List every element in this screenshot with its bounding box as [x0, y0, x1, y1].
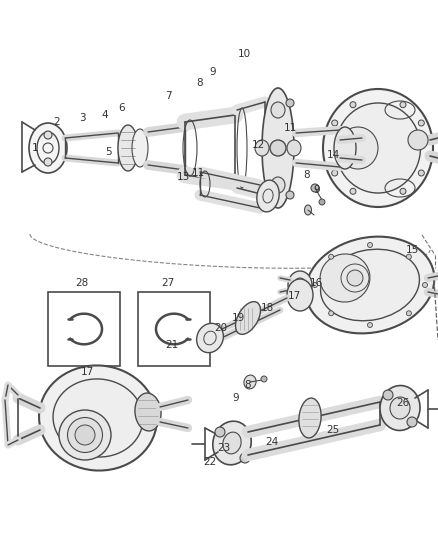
- Text: 26: 26: [396, 398, 410, 408]
- Text: 19: 19: [231, 313, 245, 323]
- Ellipse shape: [350, 102, 356, 108]
- Text: 4: 4: [102, 110, 108, 120]
- Bar: [48, 292, 120, 366]
- Ellipse shape: [29, 123, 67, 173]
- Text: 16: 16: [309, 278, 323, 288]
- Ellipse shape: [306, 237, 434, 333]
- Ellipse shape: [332, 170, 338, 176]
- Text: 11: 11: [283, 123, 297, 133]
- Text: 1: 1: [32, 143, 38, 153]
- Ellipse shape: [118, 125, 138, 171]
- Ellipse shape: [380, 385, 420, 431]
- Text: 9: 9: [233, 393, 239, 403]
- Ellipse shape: [286, 99, 294, 107]
- Ellipse shape: [236, 302, 261, 334]
- Text: 21: 21: [166, 340, 179, 350]
- Text: 17: 17: [81, 367, 94, 377]
- Text: 18: 18: [260, 303, 274, 313]
- Ellipse shape: [44, 131, 52, 139]
- Ellipse shape: [320, 254, 370, 302]
- Ellipse shape: [332, 120, 338, 126]
- Ellipse shape: [75, 425, 95, 445]
- Ellipse shape: [240, 453, 250, 463]
- Ellipse shape: [312, 282, 318, 287]
- Ellipse shape: [244, 375, 256, 389]
- Ellipse shape: [406, 254, 411, 259]
- Text: 24: 24: [265, 437, 279, 447]
- Ellipse shape: [39, 366, 157, 471]
- Text: 20: 20: [215, 323, 228, 333]
- Text: 10: 10: [237, 49, 251, 59]
- Ellipse shape: [53, 379, 143, 457]
- Ellipse shape: [44, 158, 52, 166]
- Text: 9: 9: [314, 185, 320, 195]
- Ellipse shape: [367, 243, 372, 247]
- Ellipse shape: [299, 398, 321, 438]
- Ellipse shape: [213, 421, 251, 465]
- Ellipse shape: [270, 140, 286, 156]
- Ellipse shape: [287, 140, 301, 156]
- Ellipse shape: [261, 376, 267, 382]
- Text: 22: 22: [203, 457, 217, 467]
- Ellipse shape: [271, 177, 285, 193]
- Ellipse shape: [423, 282, 427, 287]
- Ellipse shape: [336, 103, 420, 193]
- Ellipse shape: [215, 427, 225, 437]
- Text: 5: 5: [105, 147, 111, 157]
- Text: 28: 28: [75, 278, 88, 288]
- Text: 23: 23: [217, 443, 231, 453]
- Ellipse shape: [418, 120, 424, 126]
- Ellipse shape: [347, 270, 363, 286]
- Ellipse shape: [390, 397, 410, 419]
- Ellipse shape: [328, 254, 334, 259]
- Ellipse shape: [400, 102, 406, 108]
- Ellipse shape: [304, 205, 311, 215]
- Text: 12: 12: [251, 140, 265, 150]
- Ellipse shape: [418, 170, 424, 176]
- Text: 11: 11: [191, 168, 205, 178]
- Text: 8: 8: [304, 170, 310, 180]
- Ellipse shape: [287, 279, 313, 311]
- Text: 6: 6: [119, 103, 125, 113]
- Ellipse shape: [262, 88, 294, 208]
- Ellipse shape: [323, 89, 433, 207]
- Text: 7: 7: [165, 91, 171, 101]
- Ellipse shape: [321, 249, 420, 321]
- Ellipse shape: [59, 410, 111, 460]
- Ellipse shape: [67, 417, 102, 453]
- Ellipse shape: [408, 130, 428, 150]
- Ellipse shape: [135, 393, 161, 431]
- Ellipse shape: [400, 188, 406, 195]
- Ellipse shape: [367, 322, 372, 327]
- Ellipse shape: [334, 127, 356, 169]
- Ellipse shape: [319, 199, 325, 205]
- Text: 15: 15: [406, 245, 419, 255]
- Text: 9: 9: [210, 67, 216, 77]
- Text: 8: 8: [197, 78, 203, 88]
- Ellipse shape: [383, 390, 393, 400]
- Text: 13: 13: [177, 172, 190, 182]
- Text: 27: 27: [161, 278, 175, 288]
- Ellipse shape: [255, 140, 269, 156]
- Ellipse shape: [350, 188, 356, 195]
- Ellipse shape: [407, 417, 417, 427]
- Ellipse shape: [271, 102, 285, 118]
- Ellipse shape: [197, 324, 223, 353]
- Text: 14: 14: [326, 150, 339, 160]
- Ellipse shape: [132, 129, 148, 167]
- Ellipse shape: [338, 127, 378, 169]
- Ellipse shape: [286, 191, 294, 199]
- Ellipse shape: [288, 271, 312, 299]
- Ellipse shape: [223, 432, 241, 454]
- Ellipse shape: [406, 311, 411, 316]
- Text: 8: 8: [245, 380, 251, 390]
- Bar: [138, 292, 210, 366]
- Ellipse shape: [328, 311, 334, 316]
- Text: 2: 2: [54, 117, 60, 127]
- Text: 17: 17: [287, 291, 300, 301]
- Ellipse shape: [257, 180, 279, 212]
- Text: 25: 25: [326, 425, 339, 435]
- Ellipse shape: [311, 184, 319, 192]
- Text: 3: 3: [79, 113, 85, 123]
